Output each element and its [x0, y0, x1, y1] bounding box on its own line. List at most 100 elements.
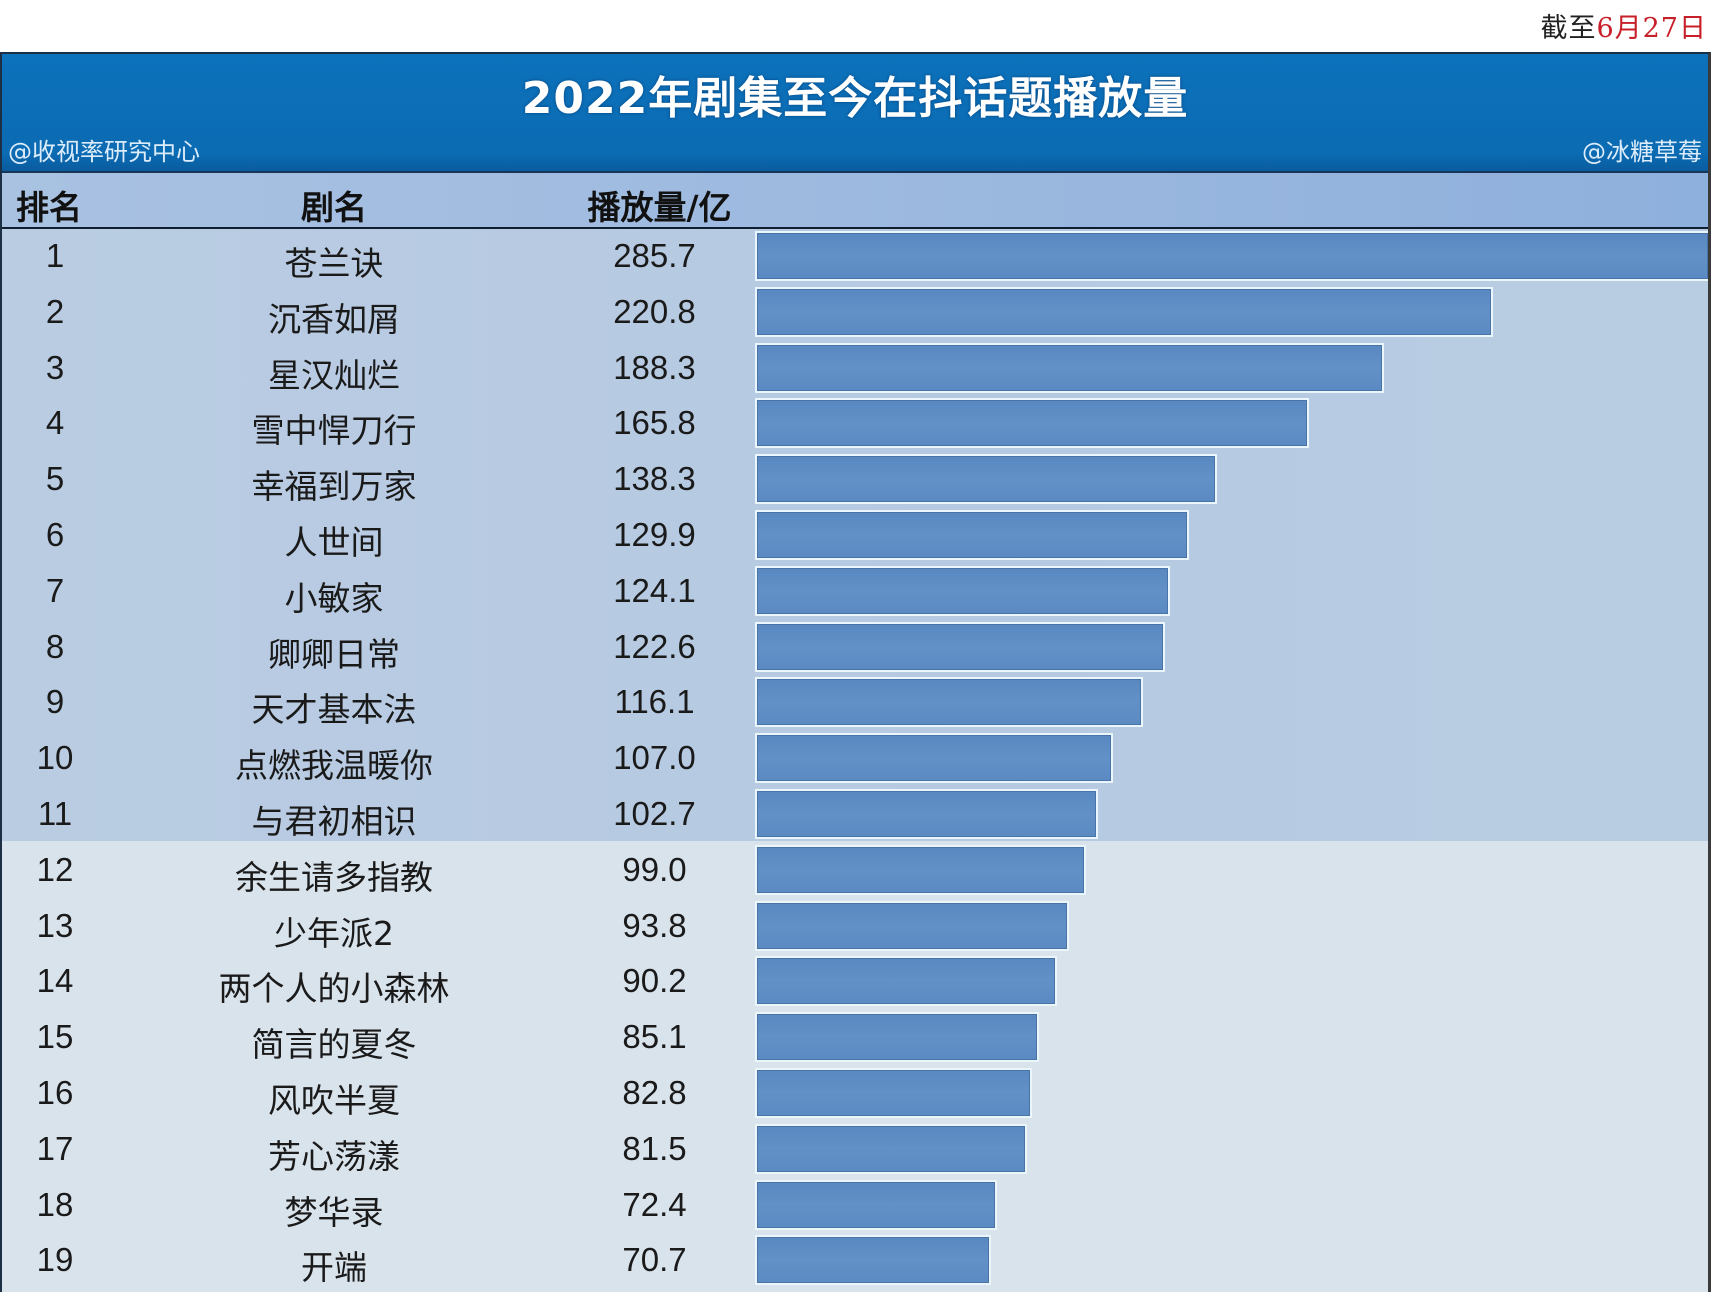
- bar: [755, 621, 1165, 672]
- bar-track: [755, 1123, 1708, 1174]
- bar-track: [755, 1012, 1708, 1063]
- rank-cell: 4: [45, 404, 65, 442]
- table-row: 11 与君初相识 102.7: [2, 787, 1708, 843]
- drama-name-cell: 点燃我温暖你: [235, 746, 433, 786]
- drama-name-cell: 小敏家: [284, 578, 384, 618]
- rank-cell: 12: [36, 850, 74, 888]
- rank-cell: 18: [36, 1185, 74, 1223]
- table-row: 17 芳心荡漾 81.5: [2, 1122, 1708, 1178]
- bar-track: [755, 231, 1708, 281]
- drama-name-cell: 天才基本法: [251, 690, 417, 730]
- credit-right: @冰糖草莓: [1582, 138, 1702, 166]
- bar-track: [755, 733, 1708, 784]
- rank-cell: 7: [45, 571, 65, 609]
- play-count-cell: 122.6: [613, 627, 696, 665]
- play-count-cell: 138.3: [613, 460, 696, 498]
- play-count-cell: 82.8: [622, 1074, 687, 1111]
- drama-name-cell: 余生请多指教: [235, 857, 433, 897]
- play-count-cell: 99.0: [622, 850, 687, 888]
- title-bar: 2022年剧集至今在抖话题播放量 @收视率研究中心 @冰糖草莓: [2, 54, 1708, 173]
- bar: [755, 844, 1086, 895]
- drama-name-cell: 与君初相识: [251, 802, 417, 841]
- table-row: 10 点燃我温暖你 107.0: [2, 731, 1708, 787]
- table-row: 3 星汉灿烂 188.3: [2, 341, 1708, 397]
- bar: [755, 286, 1494, 337]
- play-count-cell: 165.8: [613, 404, 696, 442]
- table-row: 9 天才基本法 116.1: [2, 675, 1708, 731]
- table-row: 16 风吹半夏 82.8: [2, 1066, 1708, 1122]
- play-count-cell: 129.9: [613, 516, 696, 553]
- bar: [755, 789, 1099, 839]
- drama-name-cell: 卿卿日常: [268, 634, 400, 674]
- play-count-cell: 102.7: [613, 795, 696, 832]
- rank-cell: 2: [45, 292, 65, 330]
- play-count-cell: 107.0: [613, 739, 696, 777]
- drama-name-cell: 人世间: [284, 523, 384, 562]
- bar-track: [755, 844, 1708, 895]
- date-value: 6月27日: [1596, 13, 1707, 44]
- bar-track: [755, 900, 1708, 951]
- column-header-name: 剧名: [301, 188, 367, 227]
- rank-cell: 11: [37, 795, 73, 832]
- rank-cell: 5: [45, 460, 65, 498]
- drama-name-cell: 风吹半夏: [268, 1081, 400, 1120]
- rank-cell: 10: [36, 739, 74, 777]
- date-note: 截至6月27日: [1540, 6, 1707, 45]
- drama-name-cell: 梦华录: [284, 1192, 384, 1232]
- date-prefix: 截至: [1540, 13, 1597, 44]
- drama-name-cell: 雪中悍刀行: [251, 411, 417, 451]
- bar: [755, 1235, 992, 1286]
- table-row: 4 雪中悍刀行 165.8: [2, 396, 1708, 452]
- rank-cell: 9: [45, 683, 65, 721]
- bar-track: [755, 789, 1708, 839]
- play-count-cell: 90.2: [622, 962, 687, 1000]
- bar-track: [755, 398, 1708, 449]
- table-row: 18 梦华录 72.4: [2, 1178, 1708, 1234]
- bar: [755, 677, 1144, 728]
- table-row: 6 人世间 129.9: [2, 508, 1708, 564]
- drama-name-cell: 苍兰诀: [284, 244, 384, 283]
- bar-track: [755, 1235, 1708, 1286]
- rank-cell: 15: [36, 1018, 74, 1056]
- table-row: 2 沉香如屑 220.8: [2, 285, 1708, 341]
- column-header-rank: 排名: [16, 188, 82, 227]
- table-row: 5 幸福到万家 138.3: [2, 452, 1708, 508]
- bar: [755, 1012, 1040, 1063]
- bar-track: [755, 565, 1708, 616]
- bar-track: [755, 286, 1708, 337]
- play-count-cell: 93.8: [622, 906, 687, 944]
- ranking-chart: 2022年剧集至今在抖话题播放量 @收视率研究中心 @冰糖草莓 排名 剧名 播放…: [0, 52, 1711, 1292]
- table-row: 8 卿卿日常 122.6: [2, 620, 1708, 676]
- table-row: 7 小敏家 124.1: [2, 564, 1708, 620]
- drama-name-cell: 两个人的小森林: [218, 969, 450, 1009]
- bar: [755, 956, 1057, 1007]
- bar: [755, 1068, 1032, 1118]
- play-count-cell: 81.5: [622, 1129, 687, 1167]
- bar: [755, 733, 1113, 784]
- table-row: 15 简言的夏冬 85.1: [2, 1010, 1708, 1066]
- bar-track: [755, 677, 1708, 728]
- column-header-value: 播放量/亿: [587, 188, 732, 227]
- drama-name-cell: 简言的夏冬: [251, 1025, 417, 1065]
- rank-cell: 3: [45, 348, 65, 386]
- bar: [755, 565, 1170, 616]
- play-count-cell: 124.1: [613, 571, 696, 609]
- play-count-cell: 70.7: [622, 1241, 687, 1279]
- drama-name-cell: 少年派2: [274, 913, 394, 953]
- play-count-cell: 116.1: [614, 683, 695, 721]
- play-count-cell: 285.7: [613, 237, 696, 274]
- credit-left: @收视率研究中心: [8, 138, 200, 166]
- play-count-cell: 72.4: [622, 1185, 687, 1223]
- bar-track: [755, 510, 1708, 560]
- bar: [755, 510, 1190, 560]
- bar: [755, 1123, 1028, 1174]
- bar: [755, 398, 1310, 449]
- bar: [755, 231, 1708, 281]
- rank-cell: 16: [36, 1074, 74, 1111]
- drama-name-cell: 星汉灿烂: [268, 355, 400, 395]
- rank-cell: 1: [45, 237, 65, 274]
- play-count-cell: 220.8: [613, 292, 696, 330]
- bar-track: [755, 621, 1708, 672]
- bar: [755, 900, 1069, 951]
- bar: [755, 454, 1218, 505]
